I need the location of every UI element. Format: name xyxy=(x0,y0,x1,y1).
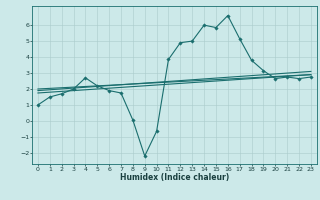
X-axis label: Humidex (Indice chaleur): Humidex (Indice chaleur) xyxy=(120,173,229,182)
